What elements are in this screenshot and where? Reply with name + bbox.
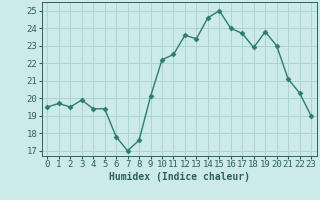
X-axis label: Humidex (Indice chaleur): Humidex (Indice chaleur): [109, 172, 250, 182]
